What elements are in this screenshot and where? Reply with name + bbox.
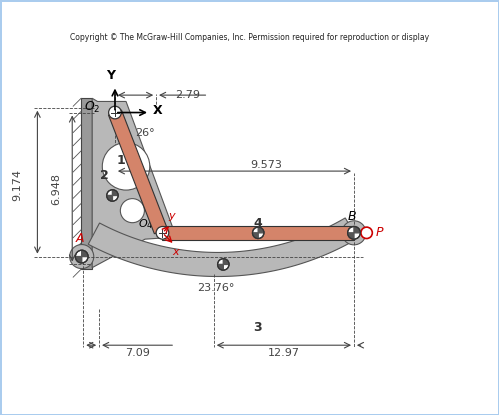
Circle shape — [70, 244, 94, 269]
Text: $B$: $B$ — [347, 210, 357, 223]
Circle shape — [109, 106, 121, 119]
Circle shape — [361, 227, 372, 239]
Circle shape — [102, 143, 150, 190]
Text: 23.76°: 23.76° — [198, 283, 235, 293]
Polygon shape — [258, 227, 264, 233]
Text: 7.09: 7.09 — [125, 348, 150, 358]
Polygon shape — [82, 250, 88, 256]
Text: y: y — [169, 211, 175, 221]
Text: x: x — [172, 247, 179, 257]
Text: Copyright © The McGraw-Hill Companies, Inc. Permission required for reproduction: Copyright © The McGraw-Hill Companies, I… — [70, 33, 429, 42]
Polygon shape — [163, 226, 354, 240]
Circle shape — [107, 190, 118, 201]
Text: 2.79: 2.79 — [175, 90, 200, 100]
Text: $O_4$: $O_4$ — [138, 217, 153, 231]
Text: $P$: $P$ — [375, 226, 385, 239]
Text: $O_2$: $O_2$ — [84, 100, 101, 115]
Circle shape — [75, 250, 88, 263]
Polygon shape — [224, 259, 229, 264]
Polygon shape — [92, 98, 174, 268]
Polygon shape — [75, 256, 82, 263]
Circle shape — [252, 227, 264, 239]
Polygon shape — [348, 233, 354, 239]
Text: 9.174: 9.174 — [12, 168, 22, 200]
Circle shape — [120, 199, 144, 223]
Polygon shape — [354, 227, 360, 233]
Text: $A$: $A$ — [75, 232, 85, 246]
Polygon shape — [218, 264, 224, 270]
Circle shape — [348, 227, 360, 239]
Text: 6.948: 6.948 — [51, 173, 61, 205]
Text: 26°: 26° — [135, 128, 155, 138]
Polygon shape — [88, 218, 357, 276]
Bar — [81, 98, 92, 269]
Text: 4: 4 — [253, 217, 262, 230]
Polygon shape — [107, 195, 112, 201]
Text: X: X — [153, 105, 163, 117]
Text: 9.573: 9.573 — [250, 161, 282, 171]
Text: 2: 2 — [99, 169, 108, 182]
Text: Y: Y — [106, 69, 115, 82]
Polygon shape — [252, 233, 258, 239]
Polygon shape — [112, 190, 118, 195]
Circle shape — [156, 227, 169, 239]
Circle shape — [218, 259, 229, 270]
Text: 1: 1 — [117, 154, 126, 166]
Polygon shape — [108, 110, 167, 234]
Circle shape — [342, 221, 366, 245]
Text: 3: 3 — [253, 321, 262, 334]
Text: 12.97: 12.97 — [268, 348, 300, 358]
